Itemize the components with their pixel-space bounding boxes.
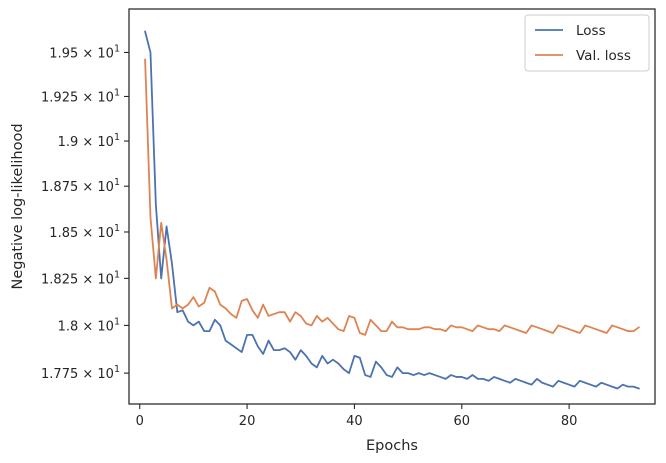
y-tick-label: 1.875 × 101 <box>41 177 120 195</box>
y-tick-base: 10 <box>97 135 114 150</box>
y-tick-label: 1.9 × 101 <box>58 132 120 150</box>
y-tick-base: 10 <box>97 46 114 61</box>
x-tick-label: 40 <box>346 414 363 429</box>
y-tick-label: 1.85 × 101 <box>49 223 120 241</box>
x-tick-label: 20 <box>239 414 256 429</box>
plot-frame <box>128 8 656 405</box>
y-tick-base: 10 <box>97 90 114 105</box>
series-line-loss <box>144 30 640 390</box>
y-tick-mantissa: 1.8 × <box>58 319 98 334</box>
y-tick-base: 10 <box>97 319 114 334</box>
y-tick-exponent: 1 <box>114 364 120 375</box>
y-tick-label: 1.925 × 101 <box>41 87 120 105</box>
y-tick-mantissa: 1.9 × <box>58 135 98 150</box>
y-tick-mantissa: 1.775 × <box>41 367 97 382</box>
y-tick-base: 10 <box>97 367 114 382</box>
y-tick-mantissa: 1.825 × <box>41 272 97 287</box>
y-tick-label: 1.825 × 101 <box>41 269 120 287</box>
y-tick-exponent: 1 <box>114 316 120 327</box>
x-axis-ticks: 0 20 40 60 80 <box>136 404 578 429</box>
y-tick-base: 10 <box>97 272 114 287</box>
y-tick-exponent: 1 <box>114 177 120 188</box>
y-tick-exponent: 1 <box>114 43 120 54</box>
y-tick-mantissa: 1.875 × <box>41 180 97 195</box>
x-tick-label: 0 <box>136 414 144 429</box>
y-tick-label: 1.95 × 101 <box>49 43 120 61</box>
y-axis-label: Negative log-likelihood <box>10 123 26 289</box>
y-tick-exponent: 1 <box>114 269 120 280</box>
plot-background <box>129 9 655 404</box>
y-tick-exponent: 1 <box>114 87 120 98</box>
x-tick-label: 80 <box>561 414 578 429</box>
legend: Loss Val. loss <box>524 14 650 72</box>
x-axis-label: Epochs <box>366 438 418 454</box>
legend-label-loss: Loss <box>576 23 606 39</box>
y-tick-mantissa: 1.95 × <box>49 46 97 61</box>
y-tick-label: 1.8 × 101 <box>58 316 120 334</box>
y-tick-base: 10 <box>97 180 114 195</box>
x-tick-label: 60 <box>454 414 471 429</box>
y-tick-mantissa: 1.85 × <box>49 226 97 241</box>
y-tick-base: 10 <box>97 226 114 241</box>
legend-label-val-loss: Val. loss <box>576 48 631 64</box>
series-line-val-loss <box>144 58 640 336</box>
series-layer <box>144 30 640 390</box>
legend-frame <box>524 14 650 72</box>
y-tick-exponent: 1 <box>114 132 120 143</box>
y-tick-mantissa: 1.925 × <box>41 90 97 105</box>
y-tick-label: 1.775 × 101 <box>41 364 120 382</box>
y-tick-exponent: 1 <box>114 223 120 234</box>
